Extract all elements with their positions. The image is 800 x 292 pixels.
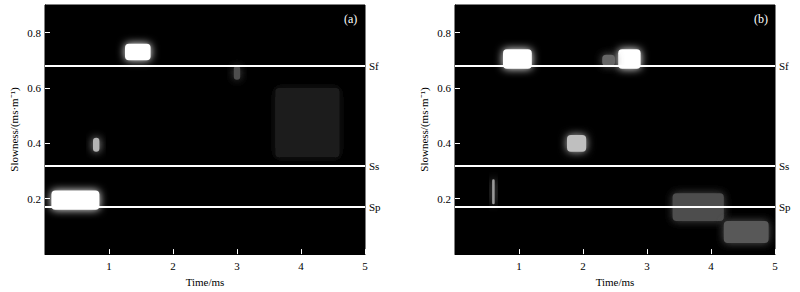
svg-text:Sf: Sf: [369, 60, 379, 72]
svg-text:Sp: Sp: [369, 201, 381, 213]
svg-text:Slowness/(ms·m⁻¹): Slowness/(ms·m⁻¹): [418, 87, 431, 172]
svg-text:2: 2: [580, 260, 586, 272]
svg-text:Sp: Sp: [779, 201, 791, 213]
svg-text:0.4: 0.4: [27, 137, 41, 149]
svg-text:4: 4: [708, 260, 714, 272]
svg-text:0.8: 0.8: [437, 27, 451, 39]
svg-text:2: 2: [170, 260, 176, 272]
svg-text:0.4: 0.4: [437, 137, 451, 149]
svg-text:(b): (b): [754, 12, 768, 26]
svg-text:0.2: 0.2: [27, 193, 41, 205]
svg-text:(a): (a): [344, 12, 357, 26]
svg-text:Time/ms: Time/ms: [596, 276, 635, 288]
svg-text:4: 4: [298, 260, 304, 272]
svg-text:0.6: 0.6: [437, 82, 451, 94]
svg-text:5: 5: [362, 260, 368, 272]
svg-text:Sf: Sf: [779, 60, 789, 72]
svg-text:Time/ms: Time/ms: [186, 276, 225, 288]
svg-text:1: 1: [516, 260, 522, 272]
svg-text:1: 1: [106, 260, 112, 272]
svg-text:0.8: 0.8: [27, 27, 41, 39]
svg-text:Slowness/(ms·m⁻¹): Slowness/(ms·m⁻¹): [8, 87, 21, 172]
svg-text:5: 5: [772, 260, 778, 272]
svg-text:Ss: Ss: [369, 160, 379, 172]
svg-text:3: 3: [644, 260, 650, 272]
svg-text:0.6: 0.6: [27, 82, 41, 94]
svg-text:Ss: Ss: [779, 160, 789, 172]
svg-text:0.2: 0.2: [437, 193, 451, 205]
svg-text:3: 3: [234, 260, 240, 272]
